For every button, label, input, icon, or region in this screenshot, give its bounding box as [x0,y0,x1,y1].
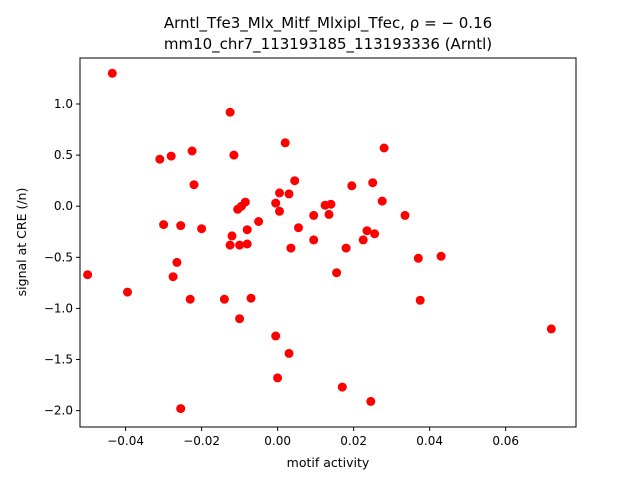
data-point [324,209,334,219]
data-point [326,199,336,209]
data-point [273,373,283,383]
y-tick-label: −1.5 [44,353,73,367]
data-point [362,226,372,236]
data-point [358,235,368,245]
data-point [235,314,245,324]
data-point [294,223,303,233]
x-axis-label: motif activity [287,455,370,470]
data-point [415,295,425,305]
data-point [271,198,281,208]
data-point [366,396,376,406]
x-tick-label: 0.02 [340,434,367,448]
data-point [219,294,229,304]
data-point [286,243,296,253]
data-point [242,225,252,235]
data-point [284,189,294,199]
data-point [284,348,294,358]
data-point [370,229,380,239]
x-tick-label: 0.00 [264,434,291,448]
data-point [309,210,319,220]
data-point [229,150,239,160]
data-point [172,257,182,267]
y-tick-label: 1.0 [54,97,73,111]
data-point [271,331,281,341]
data-point [225,107,235,117]
data-point [341,243,351,253]
data-point [176,404,186,414]
data-point [332,268,342,278]
x-tick-label: −0.04 [107,434,144,448]
data-point [123,287,132,297]
data-point [309,235,319,245]
y-tick-label: −1.0 [44,301,73,315]
y-axis-label: signal at CRE (/n) [14,188,29,297]
data-point [227,231,237,241]
data-point [235,240,245,250]
data-point [413,253,423,263]
data-point [242,239,252,249]
data-point [254,217,264,226]
data-point [246,293,256,303]
data-point [290,176,300,186]
data-point [189,180,199,190]
y-tick-label: −2.0 [44,404,73,418]
chart-title-line1: Arntl_Tfe3_Mlx_Mitf_Mlxipl_Tfec, ρ = − 0… [164,14,492,33]
data-point [155,154,165,164]
data-point [187,146,197,156]
data-point [546,324,556,334]
x-tick-label: 0.04 [416,434,443,448]
x-axis-ticks: −0.04 −0.02 0.00 0.02 0.04 0.06 [107,427,519,448]
data-point [168,272,178,282]
plot-frame [79,57,577,428]
data-point [197,224,207,234]
x-tick-label: −0.02 [183,434,220,448]
data-point [280,138,290,148]
data-point [107,68,117,78]
data-point [225,240,235,250]
y-tick-label: 0.0 [54,199,73,213]
data-point [436,251,446,261]
y-tick-label: −0.5 [44,250,73,264]
data-point [83,270,93,280]
data-point [337,382,347,392]
chart-title-line2: mm10_chr7_113193185_113193336 (Arntl) [164,35,492,54]
data-point [159,220,169,230]
x-tick-label: 0.06 [492,434,519,448]
data-point [347,181,357,191]
data-point [275,206,284,216]
y-tick-label: 0.5 [54,148,73,162]
data-point [377,196,387,206]
data-points [83,68,556,414]
y-axis-ticks: 1.0 0.5 0.0 −0.5 −1.0 −1.5 −2.0 [44,97,80,418]
data-point [275,188,284,198]
data-point [368,178,378,188]
data-point [166,151,176,161]
data-point [400,210,410,220]
data-point [185,294,195,304]
data-point [379,143,389,153]
data-point [240,197,250,207]
data-point [176,221,186,231]
